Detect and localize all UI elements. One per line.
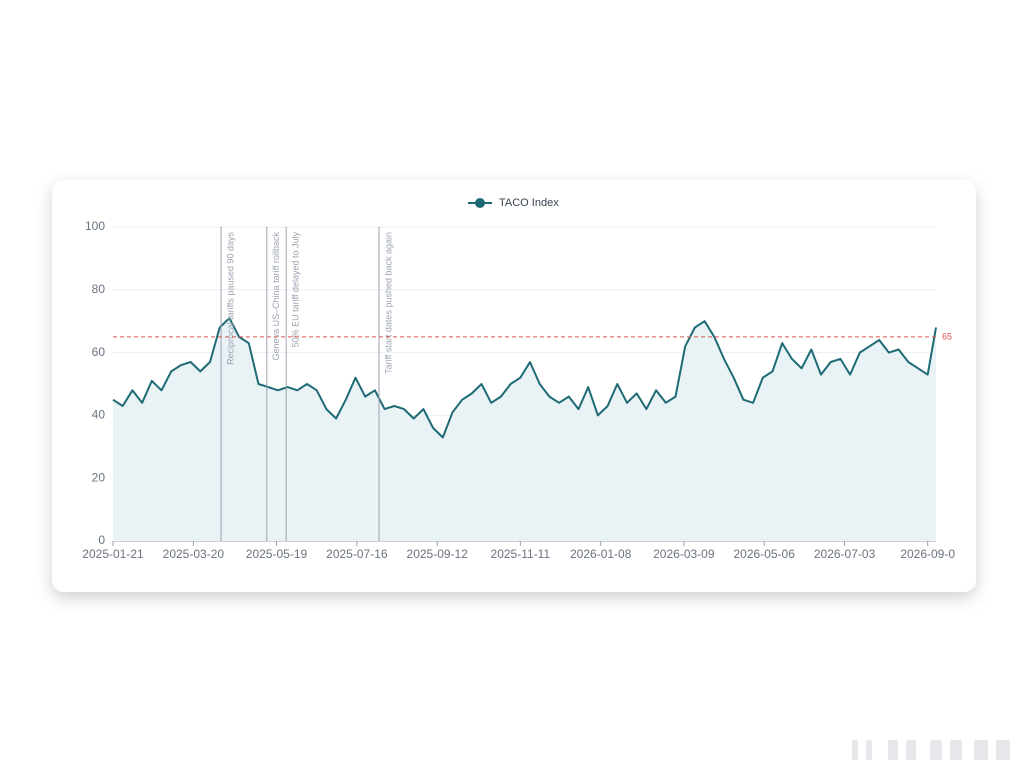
x-tick-label: 2025-01-21: [82, 547, 144, 561]
annotation-label: Geneva US–China tariff rollback: [271, 232, 281, 361]
x-tick-label: 2026-09-0: [900, 547, 955, 561]
toolbar: [852, 740, 1010, 760]
y-tick-label: 0: [98, 533, 105, 547]
x-tick-label: 2026-01-08: [570, 547, 632, 561]
y-tick-label: 60: [92, 345, 106, 359]
x-tick-label: 2025-03-20: [163, 547, 225, 561]
y-tick-label: 20: [92, 470, 106, 484]
x-tick-label: 2025-09-12: [407, 547, 469, 561]
area: [113, 318, 936, 541]
y-tick-label: 100: [85, 219, 105, 233]
legend-marker: [475, 198, 485, 208]
y-tick-label: 40: [92, 408, 106, 422]
x-tick-label: 2026-03-09: [653, 547, 715, 561]
x-tick-label: 2025-11-11: [491, 547, 551, 561]
x-tick-label: 2025-07-16: [326, 547, 388, 561]
x-tick-label: 2025-05-19: [246, 547, 308, 561]
reference-label: 65: [942, 331, 952, 341]
legend-label: TACO Index: [499, 197, 559, 209]
annotation-label: 50% EU tariff delayed to July: [291, 232, 301, 348]
annotation-label: Reciprocal tariffs paused 90 days: [225, 232, 235, 365]
y-tick-label: 80: [92, 282, 106, 296]
x-tick-label: 2026-07-03: [814, 547, 876, 561]
annotation-label: Tariff start dates pushed back again: [383, 232, 393, 374]
x-tick-label: 2026-05-06: [734, 547, 796, 561]
line: [112, 317, 937, 439]
